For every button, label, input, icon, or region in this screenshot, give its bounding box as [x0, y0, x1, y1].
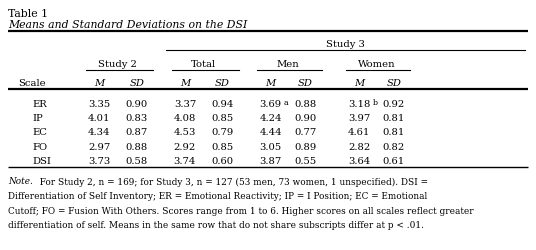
- Text: 0.88: 0.88: [294, 100, 317, 109]
- Text: Table 1: Table 1: [8, 9, 48, 19]
- Text: Scale: Scale: [18, 80, 46, 88]
- Text: 0.79: 0.79: [211, 128, 234, 137]
- Text: 0.88: 0.88: [125, 142, 148, 152]
- Text: 0.89: 0.89: [294, 142, 317, 152]
- Text: 4.01: 4.01: [88, 114, 110, 123]
- Text: 0.85: 0.85: [211, 142, 234, 152]
- Text: a: a: [284, 99, 289, 107]
- Text: 3.87: 3.87: [259, 157, 282, 166]
- Text: Total: Total: [191, 60, 216, 69]
- Text: b: b: [373, 99, 377, 107]
- Text: Means and Standard Deviations on the DSI: Means and Standard Deviations on the DSI: [8, 20, 247, 30]
- Text: 2.97: 2.97: [88, 142, 110, 152]
- Text: Differentiation of Self Inventory; ER = Emotional Reactivity; IP = I Position; E: Differentiation of Self Inventory; ER = …: [8, 192, 427, 201]
- Text: M: M: [265, 80, 276, 88]
- Text: Men: Men: [277, 60, 300, 69]
- Text: 3.05: 3.05: [259, 142, 282, 152]
- Text: EC: EC: [32, 128, 47, 137]
- Text: Women: Women: [358, 60, 396, 69]
- Text: 2.92: 2.92: [174, 142, 196, 152]
- Text: 2.82: 2.82: [348, 142, 370, 152]
- Text: Cutoff; FO = Fusion With Others. Scores range from 1 to 6. Higher scores on all : Cutoff; FO = Fusion With Others. Scores …: [8, 206, 474, 216]
- Text: 0.61: 0.61: [383, 157, 405, 166]
- Text: Note.: Note.: [8, 178, 33, 186]
- Text: M: M: [354, 80, 364, 88]
- Text: 0.77: 0.77: [294, 128, 317, 137]
- Text: 0.83: 0.83: [125, 114, 148, 123]
- Text: M: M: [180, 80, 190, 88]
- Text: 0.82: 0.82: [383, 142, 405, 152]
- Text: Study 2: Study 2: [99, 60, 137, 69]
- Text: 0.90: 0.90: [294, 114, 317, 123]
- Text: 4.61: 4.61: [348, 128, 370, 137]
- Text: DSI: DSI: [32, 157, 51, 166]
- Text: 3.35: 3.35: [88, 100, 110, 109]
- Text: 3.37: 3.37: [174, 100, 196, 109]
- Text: 3.97: 3.97: [348, 114, 370, 123]
- Text: 3.69: 3.69: [259, 100, 282, 109]
- Text: 0.81: 0.81: [383, 128, 405, 137]
- Text: For Study 2, n = 169; for Study 3, n = 127 (53 men, 73 women, 1 unspecified). DS: For Study 2, n = 169; for Study 3, n = 1…: [34, 178, 428, 186]
- Text: 0.85: 0.85: [211, 114, 234, 123]
- Text: SD: SD: [215, 80, 230, 88]
- Text: 0.87: 0.87: [125, 128, 148, 137]
- Text: 4.24: 4.24: [259, 114, 282, 123]
- Text: 4.53: 4.53: [174, 128, 196, 137]
- Text: 0.92: 0.92: [383, 100, 405, 109]
- Text: 0.94: 0.94: [211, 100, 234, 109]
- Text: SD: SD: [298, 80, 313, 88]
- Text: 4.08: 4.08: [174, 114, 196, 123]
- Text: differentiation of self. Means in the same row that do not share subscripts diff: differentiation of self. Means in the sa…: [8, 221, 424, 230]
- Text: 0.60: 0.60: [211, 157, 234, 166]
- Text: M: M: [94, 80, 105, 88]
- Text: SD: SD: [386, 80, 401, 88]
- Text: 4.44: 4.44: [259, 128, 282, 137]
- Text: FO: FO: [32, 142, 47, 152]
- Text: IP: IP: [32, 114, 43, 123]
- Text: 0.55: 0.55: [294, 157, 317, 166]
- Text: Study 3: Study 3: [326, 40, 365, 49]
- Text: 0.81: 0.81: [383, 114, 405, 123]
- Text: ER: ER: [32, 100, 47, 109]
- Text: 3.74: 3.74: [174, 157, 196, 166]
- Text: 0.58: 0.58: [125, 157, 148, 166]
- Text: 3.73: 3.73: [88, 157, 110, 166]
- Text: 0.90: 0.90: [125, 100, 148, 109]
- Text: 3.18: 3.18: [348, 100, 370, 109]
- Text: 4.34: 4.34: [88, 128, 110, 137]
- Text: SD: SD: [129, 80, 144, 88]
- Text: 3.64: 3.64: [348, 157, 370, 166]
